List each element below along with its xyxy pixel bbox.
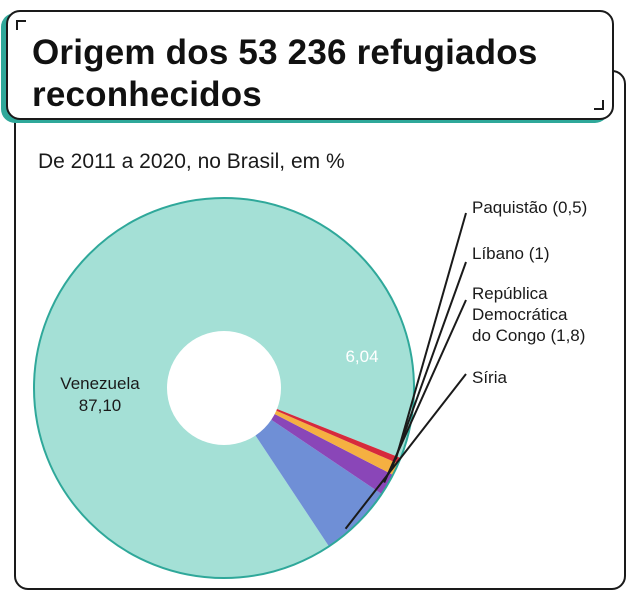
leader-lines [344,212,467,530]
donut-hole [167,331,281,445]
title-box: Origem dos 53 236 refugiados reconhecido… [6,10,614,120]
label-siria-value: 6,04 [345,347,378,366]
leader-libano [391,261,467,468]
donut-outline [33,197,415,579]
leader-congo [383,299,467,483]
label-venezuela: Venezuela 87,10 [60,374,140,415]
label-libano: Líbano (1) [472,244,550,263]
leader-paquistao [394,212,467,460]
leader-siria [344,373,467,530]
page-title: Origem dos 53 236 refugiados reconhecido… [32,33,538,114]
chart-subtitle: De 2011 a 2020, no Brasil, em % [38,150,345,173]
label-congo: República Democrática do Congo (1,8) [472,284,585,345]
label-paquistao: Paquistão (0,5) [472,198,587,217]
slice-labels: Venezuela 87,10 6,04 Paquistão (0,5) Líbano … [60,198,587,415]
label-siria: Síria [472,368,508,387]
